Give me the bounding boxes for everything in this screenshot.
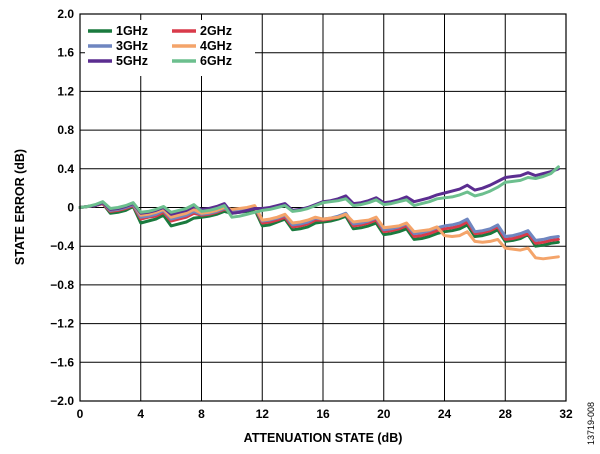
legend-label: 1GHz <box>116 24 148 38</box>
legend-background <box>85 20 255 76</box>
series-line-1ghz <box>78 202 560 248</box>
legend: 1GHz 2GHz 3GHz 4GHz 5GHz 6GHz <box>88 24 232 68</box>
y-tick-label: −0.8 <box>50 278 74 292</box>
x-tick-label: 0 <box>77 407 84 421</box>
y-tick-label: 0 <box>67 201 74 215</box>
y-tick-label: 2.0 <box>57 7 74 21</box>
legend-label: 2GHz <box>200 24 232 38</box>
x-axis-title: ATTENUATION STATE (dB) <box>244 431 403 445</box>
series-lines <box>78 165 560 261</box>
series-line-4ghz <box>78 201 560 261</box>
y-tick-label: 0.8 <box>57 123 74 137</box>
y-tick-label: −0.4 <box>50 239 74 253</box>
x-tick-label: 8 <box>198 407 205 421</box>
figure-id: 13719-008 <box>586 402 596 445</box>
legend-label: 3GHz <box>116 39 148 53</box>
legend-label: 4GHz <box>200 39 232 53</box>
x-tick-label: 32 <box>559 407 573 421</box>
y-tick-label: 1.2 <box>57 84 74 98</box>
x-tick-label: 24 <box>438 407 452 421</box>
x-tick-label: 20 <box>377 407 391 421</box>
x-tick-label: 16 <box>316 407 330 421</box>
x-tick-label: 28 <box>499 407 513 421</box>
series-line-6ghz <box>78 165 560 219</box>
legend-label: 6GHz <box>200 54 232 68</box>
y-tick-label: 0.4 <box>57 162 74 176</box>
y-tick-label: 1.6 <box>57 46 74 60</box>
legend-label: 5GHz <box>116 54 148 68</box>
plot-frame <box>79 13 567 402</box>
x-tick-label: 12 <box>256 407 270 421</box>
y-tick-label: −2.0 <box>50 394 74 408</box>
y-tick-label: −1.6 <box>50 355 74 369</box>
y-axis-tick-labels: 2.0 1.6 1.2 0.8 0.4 0 −0.4 −0.8 −1.2 −1.6 −2.0 <box>50 7 74 408</box>
x-axis-tick-labels: 0 4 8 12 16 20 24 28 32 <box>77 407 573 421</box>
y-axis-title: STATE ERROR (dB) <box>13 149 27 265</box>
x-tick-label: 4 <box>137 407 144 421</box>
y-tick-label: −1.2 <box>50 317 74 331</box>
